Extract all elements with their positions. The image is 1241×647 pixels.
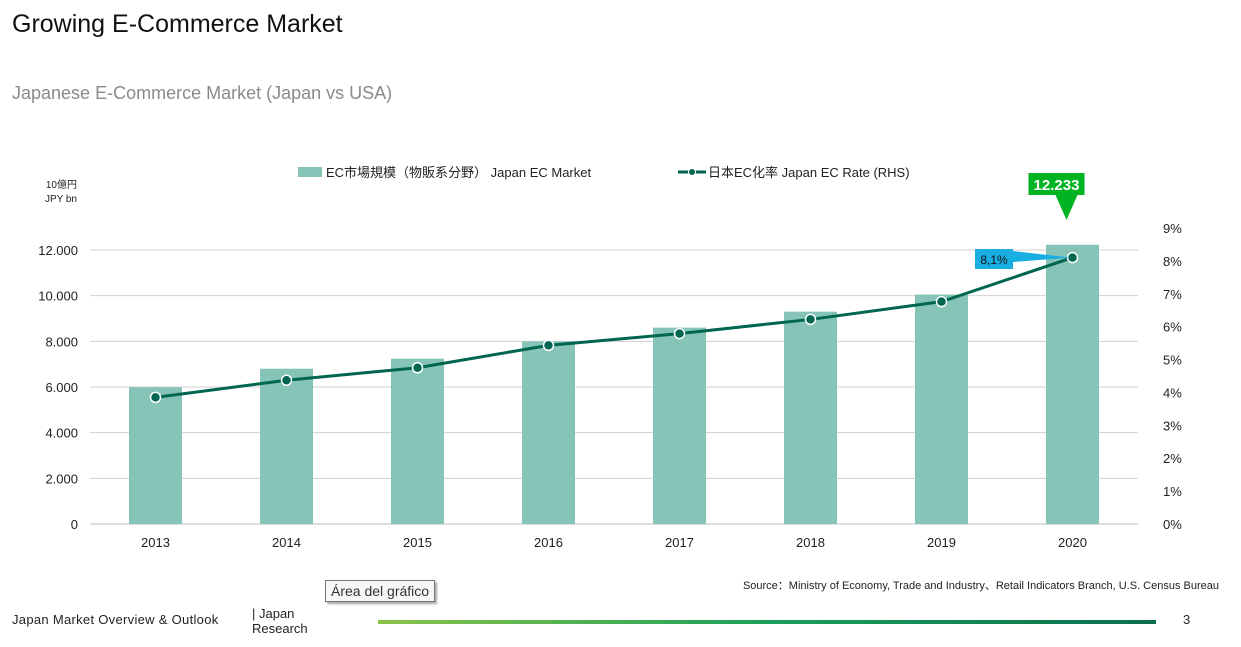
chart-legend: EC市場規模（物販系分野） Japan EC Market 日本EC化率 Japa… (298, 165, 910, 180)
page-title: Growing E-Commerce Market (12, 10, 343, 38)
x-tick-label: 2013 (141, 535, 170, 550)
chart-area-tooltip: Área del gráfico (325, 580, 436, 602)
rate-callout-pointer (1013, 251, 1071, 262)
y-right-tick-label: 9% (1163, 221, 1182, 236)
y-right-tick-label: 5% (1163, 353, 1182, 368)
y-left-tick-label: 12.000 (38, 243, 78, 258)
bar-2020 (1046, 244, 1099, 524)
x-tick-label: 2018 (796, 535, 825, 550)
rate-point-2014 (280, 374, 293, 387)
source-note: Source：Ministry of Economy, Trade and In… (742, 580, 1219, 592)
footer-brand: | Japan Research (252, 606, 322, 636)
legend-label: EC市場規模（物販系分野） Japan EC Market (326, 165, 591, 180)
rate-point-2019 (935, 295, 948, 308)
legend-bar-swatch (298, 167, 322, 177)
y-right-tick-label: 6% (1163, 320, 1182, 335)
bar-value-callout-label: 12.233 (1034, 177, 1080, 194)
footer-gradient-line (378, 620, 1156, 624)
rate-point-2016 (542, 339, 555, 352)
page-subtitle: Japanese E-Commerce Market (Japan vs USA… (12, 83, 393, 103)
footer-brand-line2: Research (252, 621, 308, 636)
y-right-tick-label: 1% (1163, 484, 1182, 499)
page-number: 3 (1183, 612, 1191, 627)
y-left-tick-label: 0 (71, 517, 78, 532)
rate-line (155, 256, 1073, 399)
bar-2017 (653, 327, 706, 524)
rate-point-2015 (411, 362, 424, 374)
bar-2016 (522, 341, 575, 524)
bar-2014 (260, 368, 313, 524)
chart-callouts: 12.233 8,1% (975, 173, 1085, 269)
rate-point-2018 (804, 313, 817, 326)
rate-point-2017 (673, 327, 686, 340)
y-right-tick-label: 8% (1163, 254, 1182, 269)
rate-point-2013 (149, 391, 162, 404)
x-tick-label: 2015 (403, 535, 432, 550)
footer-title: Japan Market Overview & Outlook (12, 612, 219, 627)
y-left-tick-label: 2.000 (45, 471, 78, 486)
y-right-tick-label: 7% (1163, 287, 1182, 302)
rate-callout (975, 249, 1013, 269)
y-left-tick-label: 10.000 (38, 289, 78, 304)
legend-line-marker (688, 168, 696, 176)
y-left-tick-label: 6.000 (45, 380, 78, 395)
y-right-tick-label: 2% (1163, 451, 1182, 466)
x-tick-label: 2017 (665, 535, 694, 550)
bar-2018 (784, 311, 837, 524)
legend-label: 日本EC化率 Japan EC Rate (RHS) (708, 165, 910, 180)
chart-bars (129, 244, 1099, 524)
x-tick-label: 2014 (272, 535, 301, 550)
chart-axes: 0 2.000 4.000 6.000 8.000 10.000 12.000 10億円 JPY… (38, 178, 1182, 550)
chart-line (149, 251, 1079, 404)
footer-brand-line1: | Japan (252, 606, 295, 621)
bar-2019 (915, 294, 968, 524)
bar-2013 (129, 387, 182, 524)
x-tick-label: 2019 (927, 535, 956, 550)
x-tick-label: 2016 (534, 535, 563, 550)
x-tick-label: 2020 (1058, 535, 1087, 550)
rate-callout-label: 8,1% (980, 253, 1008, 267)
chart-grid (90, 249, 1138, 525)
y-left-tick-label: 8.000 (45, 334, 78, 349)
y-left-tick-label: 4.000 (45, 426, 78, 441)
y-right-tick-label: 4% (1163, 385, 1182, 400)
chart-area[interactable]: 0 2.000 4.000 6.000 8.000 10.000 12.000 10億円 JPY… (0, 0, 1241, 600)
bar-2015 (391, 358, 444, 524)
y-left-unit-label: 10億円 (46, 178, 77, 191)
y-right-tick-label: 0% (1163, 517, 1182, 532)
y-left-unit-label: JPY bn (45, 194, 77, 205)
bar-value-callout (1028, 173, 1085, 220)
y-right-tick-label: 3% (1163, 418, 1182, 433)
